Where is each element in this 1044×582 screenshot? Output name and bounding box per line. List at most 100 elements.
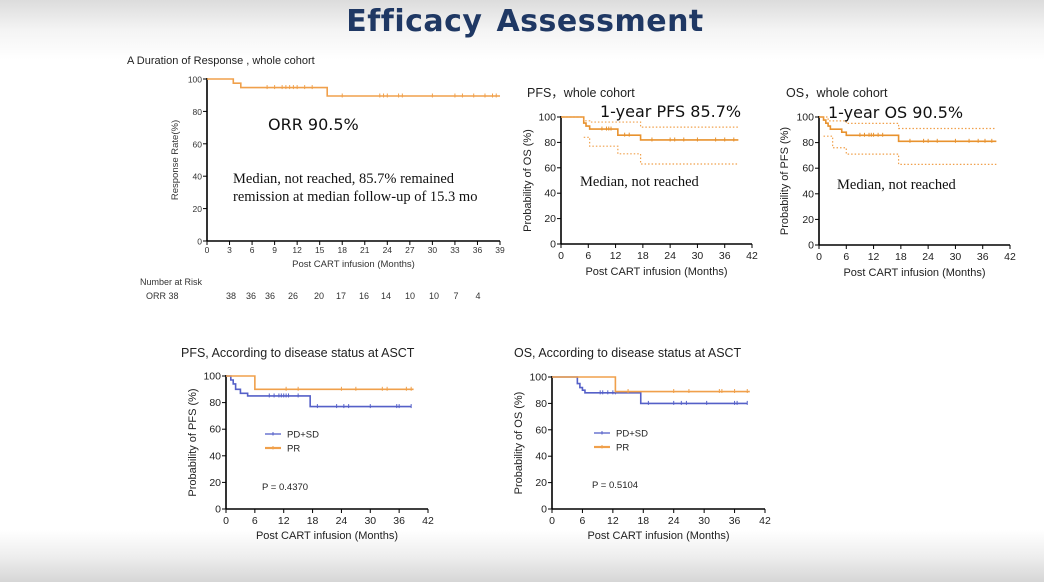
risk-table-value: 17 xyxy=(336,291,346,301)
orr-annotation: ORR 90.5% xyxy=(268,115,359,134)
x-tick-label: 39 xyxy=(495,245,505,255)
x-tick-label: 42 xyxy=(759,515,771,527)
x-tick-label: 24 xyxy=(336,515,348,527)
chart-title: PFS，whole cohort xyxy=(527,86,635,100)
x-tick-label: 12 xyxy=(868,251,880,263)
km-curve-pfs xyxy=(561,116,739,141)
y-tick-label: 80 xyxy=(193,107,203,117)
x-tick-label: 9 xyxy=(272,245,277,255)
x-tick-label: 12 xyxy=(278,515,290,527)
y-tick-label: 20 xyxy=(802,214,814,226)
slide-title-word-2: Assessment xyxy=(496,4,704,39)
y-tick-label: 40 xyxy=(544,188,556,200)
y-tick-label: 0 xyxy=(215,504,221,516)
x-tick-label: 24 xyxy=(668,515,680,527)
x-tick-label: 36 xyxy=(393,515,405,527)
x-tick-label: 12 xyxy=(292,245,302,255)
risk-table-value: 10 xyxy=(405,291,415,301)
risk-table-value: 36 xyxy=(246,291,256,301)
legend-label: PR xyxy=(616,443,629,454)
y-axis-label: Probability of PFS (%) xyxy=(187,388,199,496)
y-tick-label: 60 xyxy=(535,424,547,436)
y-tick-label: 60 xyxy=(193,139,203,149)
x-tick-label: 24 xyxy=(922,251,934,263)
y-tick-label: 20 xyxy=(544,213,556,225)
x-tick-label: 6 xyxy=(585,250,591,262)
x-tick-label: 24 xyxy=(383,245,393,255)
y-tick-label: 20 xyxy=(209,477,221,489)
y-tick-label: 60 xyxy=(802,163,814,175)
x-tick-label: 0 xyxy=(223,515,229,527)
y-tick-label: 20 xyxy=(193,204,203,214)
x-axis-label: Post CART infusion (Months) xyxy=(585,266,727,278)
y-tick-label: 0 xyxy=(197,237,202,247)
chart-title: A Duration of Response , whole cohort xyxy=(127,55,315,67)
km-curve-pr xyxy=(226,375,414,391)
x-tick-label: 6 xyxy=(843,251,849,263)
y-tick-label: 40 xyxy=(209,450,221,462)
ci-line-lower-95-ci xyxy=(823,135,997,165)
median-annotation-line-1: Median, not reached, 85.7% remained xyxy=(233,171,455,187)
y-tick-label: 0 xyxy=(808,240,814,252)
km-curve-pr xyxy=(552,376,750,393)
chart-os-whole: OS，whole cohort 0 20 40 60 80 100 0 6 12 18 24 30 36 4… xyxy=(779,86,1016,279)
ci-line-upper-95-ci xyxy=(819,116,997,130)
x-tick-label: 42 xyxy=(422,515,434,527)
y-tick-label: 80 xyxy=(802,137,814,149)
y-axis-label: Probability of OS (%) xyxy=(513,392,525,495)
risk-table-value: 38 xyxy=(226,291,236,301)
x-tick-label: 30 xyxy=(698,515,710,527)
x-tick-label: 18 xyxy=(637,250,649,262)
median-annotation: Median, not reached xyxy=(580,174,700,190)
chart-title: OS, According to disease status at ASCT xyxy=(514,346,742,360)
legend-pfs-status: PD+SD PR xyxy=(265,430,319,455)
x-tick-label: 6 xyxy=(250,245,255,255)
y-axis-label: Probability of PFS (%) xyxy=(779,127,791,235)
risk-table-value: 4 xyxy=(475,291,480,301)
one-year-pfs-annotation: 1-year PFS 85.7% xyxy=(600,102,741,121)
y-axis-label: Response Rate(%) xyxy=(170,120,181,200)
x-tick-label: 42 xyxy=(1004,251,1016,263)
km-curve-pd-sd xyxy=(552,376,748,405)
risk-table-header: Number at Risk xyxy=(140,277,203,287)
y-tick-label: 100 xyxy=(529,372,547,384)
risk-table-value: 26 xyxy=(288,291,298,301)
slide-title-word-1: Efficacy xyxy=(346,4,483,39)
ci-line-lower-95-ci xyxy=(583,136,739,165)
y-axis-label: Probability of OS (%) xyxy=(522,129,534,232)
chart-os-status: OS, According to disease status at ASCT 0… xyxy=(513,346,771,542)
y-tick-label: 40 xyxy=(802,188,814,200)
x-tick-label: 3 xyxy=(227,245,232,255)
y-tick-label: 40 xyxy=(535,451,547,463)
x-tick-label: 36 xyxy=(977,251,989,263)
x-tick-label: 21 xyxy=(360,245,370,255)
chart-pfs-status: PFS, According to disease status at ASCT… xyxy=(181,346,434,542)
chart-dor: A Duration of Response , whole cohort 0 20… xyxy=(127,55,505,270)
p-value: P = 0.4370 xyxy=(262,482,308,493)
median-annotation-line-2: remission at median follow-up of 15.3 mo xyxy=(233,189,477,205)
y-tick-label: 0 xyxy=(550,239,556,251)
legend-label: PR xyxy=(287,444,300,455)
legend-label: PD+SD xyxy=(616,429,648,440)
y-tick-label: 100 xyxy=(188,75,202,85)
y-tick-label: 100 xyxy=(796,112,814,124)
y-tick-label: 60 xyxy=(544,162,556,174)
x-tick-label: 18 xyxy=(637,515,649,527)
km-curve-os xyxy=(819,116,997,143)
x-tick-label: 36 xyxy=(473,245,483,255)
x-tick-label: 18 xyxy=(307,515,319,527)
risk-table-row-label: ORR 38 xyxy=(146,291,179,301)
y-tick-label: 40 xyxy=(193,172,203,182)
x-axis-label: Post CART infusion (Months) xyxy=(587,530,729,542)
chart-title: OS，whole cohort xyxy=(786,86,888,100)
slide-title: Efficacy Assessment xyxy=(0,4,1044,39)
y-tick-label: 100 xyxy=(203,371,221,383)
ci-line-upper-95-ci xyxy=(561,116,739,128)
legend-os-status: PD+SD PR xyxy=(594,429,648,454)
x-tick-label: 0 xyxy=(558,250,564,262)
x-tick-label: 30 xyxy=(364,515,376,527)
km-curve-pd-sd xyxy=(226,375,412,408)
x-tick-label: 30 xyxy=(428,245,438,255)
x-tick-label: 42 xyxy=(746,250,758,262)
